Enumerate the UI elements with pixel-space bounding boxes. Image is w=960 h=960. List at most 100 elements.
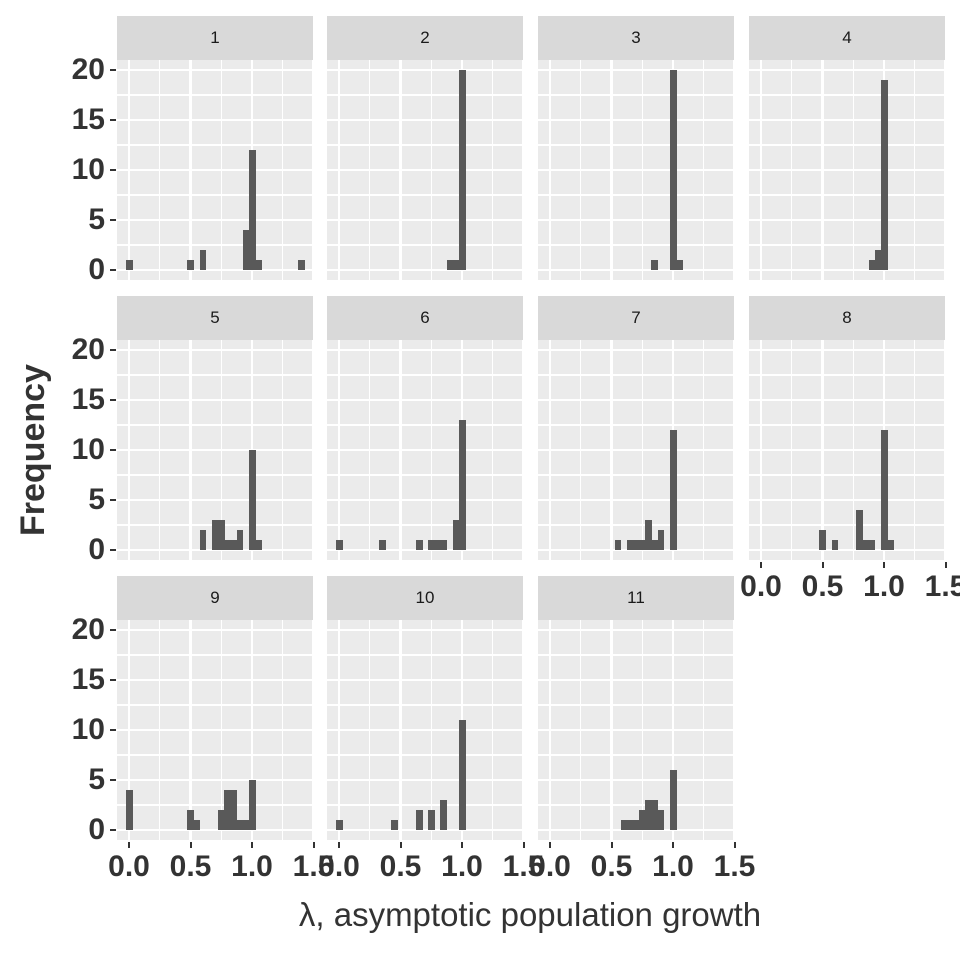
histogram-bar (242, 230, 250, 270)
x-tick-mark (312, 842, 315, 848)
histogram-bar (819, 530, 827, 550)
histogram-bar (335, 540, 343, 550)
gridline-horizontal (327, 218, 523, 222)
gridline-horizontal (538, 244, 734, 246)
gridline-horizontal (117, 754, 313, 756)
gridline-horizontal (117, 474, 313, 476)
gridline-horizontal (538, 94, 734, 96)
gridline-horizontal (327, 94, 523, 96)
gridline-horizontal (749, 348, 945, 352)
gridline-horizontal (117, 398, 313, 402)
y-tick-label: 20 (71, 53, 105, 86)
y-tick-label: 15 (71, 383, 105, 416)
x-tick-mark (883, 562, 885, 568)
gridline-horizontal (327, 654, 523, 656)
histogram-bar (880, 80, 888, 270)
histogram-bar (218, 520, 225, 550)
x-tick-label: 1.5 (924, 570, 960, 603)
y-tick-label: 0 (88, 253, 105, 286)
gridline-horizontal (327, 548, 523, 552)
gridline-horizontal (327, 704, 523, 706)
gridline-horizontal (749, 218, 945, 222)
histogram-bar (639, 540, 646, 550)
histogram-bar (434, 540, 441, 550)
gridline-horizontal (327, 474, 523, 476)
gridline-horizontal (538, 448, 734, 452)
gridline-horizontal (538, 68, 734, 72)
facet-strip-label: 5 (117, 296, 313, 340)
histogram-bar (193, 820, 201, 830)
gridline-horizontal (538, 168, 734, 172)
y-tick-label: 5 (88, 763, 105, 796)
facet-panel-6: 6 (327, 296, 523, 560)
y-tick-mark (110, 349, 116, 351)
gridline-horizontal (538, 498, 734, 502)
histogram-bar (218, 810, 225, 830)
y-tick-mark (110, 269, 116, 271)
facet-strip-label: 9 (117, 576, 313, 620)
facet-panel-10: 10 (327, 576, 523, 840)
gridline-horizontal (538, 218, 734, 222)
histogram-bar (415, 540, 423, 550)
histogram-bar (831, 540, 839, 550)
gridline-horizontal (117, 498, 313, 502)
histogram-bar (633, 540, 640, 550)
gridline-horizontal (749, 398, 945, 402)
x-tick-mark (128, 842, 130, 848)
histogram-bar (874, 250, 882, 270)
y-tick-mark (110, 399, 116, 401)
histogram-bar (230, 540, 238, 550)
gridline-horizontal (327, 754, 523, 756)
facet-panel-11: 11 (538, 576, 734, 840)
gridline-horizontal (327, 68, 523, 72)
x-tick-mark (760, 562, 762, 568)
gridline-horizontal (538, 728, 734, 732)
x-tick-label: 0.5 (590, 850, 633, 883)
y-tick-mark (110, 679, 116, 681)
gridline-horizontal (538, 704, 734, 706)
x-tick-mark (338, 842, 340, 848)
histogram-bar (187, 260, 195, 270)
histogram-bar (236, 820, 244, 830)
histogram-bar (657, 810, 665, 830)
histogram-bar (458, 420, 466, 550)
histogram-bar (626, 820, 634, 830)
histogram-bar (651, 540, 659, 550)
gridline-horizontal (538, 628, 734, 632)
gridline-horizontal (327, 244, 523, 246)
x-tick-mark (821, 562, 824, 568)
histogram-bar (440, 800, 448, 830)
y-tick-mark (110, 449, 116, 451)
histogram-bar (633, 820, 640, 830)
x-tick-label: 1.5 (502, 850, 545, 883)
gridline-horizontal (538, 778, 734, 782)
x-tick-mark (672, 842, 674, 848)
histogram-bar (856, 510, 863, 550)
x-tick-label: 0.5 (379, 850, 422, 883)
histogram-bar (645, 520, 652, 550)
gridline-horizontal (117, 778, 313, 782)
y-tick-mark (110, 779, 116, 781)
facet-panel-1: 1 (117, 16, 313, 280)
plot-area (117, 60, 313, 280)
histogram-bar (230, 790, 238, 830)
x-tick-label: 1.0 (863, 570, 905, 603)
facet-panel-2: 2 (327, 16, 523, 280)
y-tick-label: 15 (71, 663, 105, 696)
plot-area (327, 340, 523, 560)
y-tick-mark (110, 169, 116, 171)
histogram-bar (620, 820, 628, 830)
gridline-horizontal (749, 68, 945, 72)
gridline-horizontal (749, 168, 945, 172)
gridline-horizontal (327, 448, 523, 452)
gridline-horizontal (749, 118, 945, 122)
plot-area (327, 620, 523, 840)
y-tick-label: 20 (71, 333, 105, 366)
x-tick-label: 1.5 (713, 850, 756, 883)
histogram-bar (125, 790, 133, 830)
gridline-horizontal (327, 348, 523, 352)
facet-panel-3: 3 (538, 16, 734, 280)
histogram-bar (255, 260, 262, 270)
facet-strip-label: 11 (538, 576, 734, 620)
gridline-horizontal (538, 424, 734, 426)
